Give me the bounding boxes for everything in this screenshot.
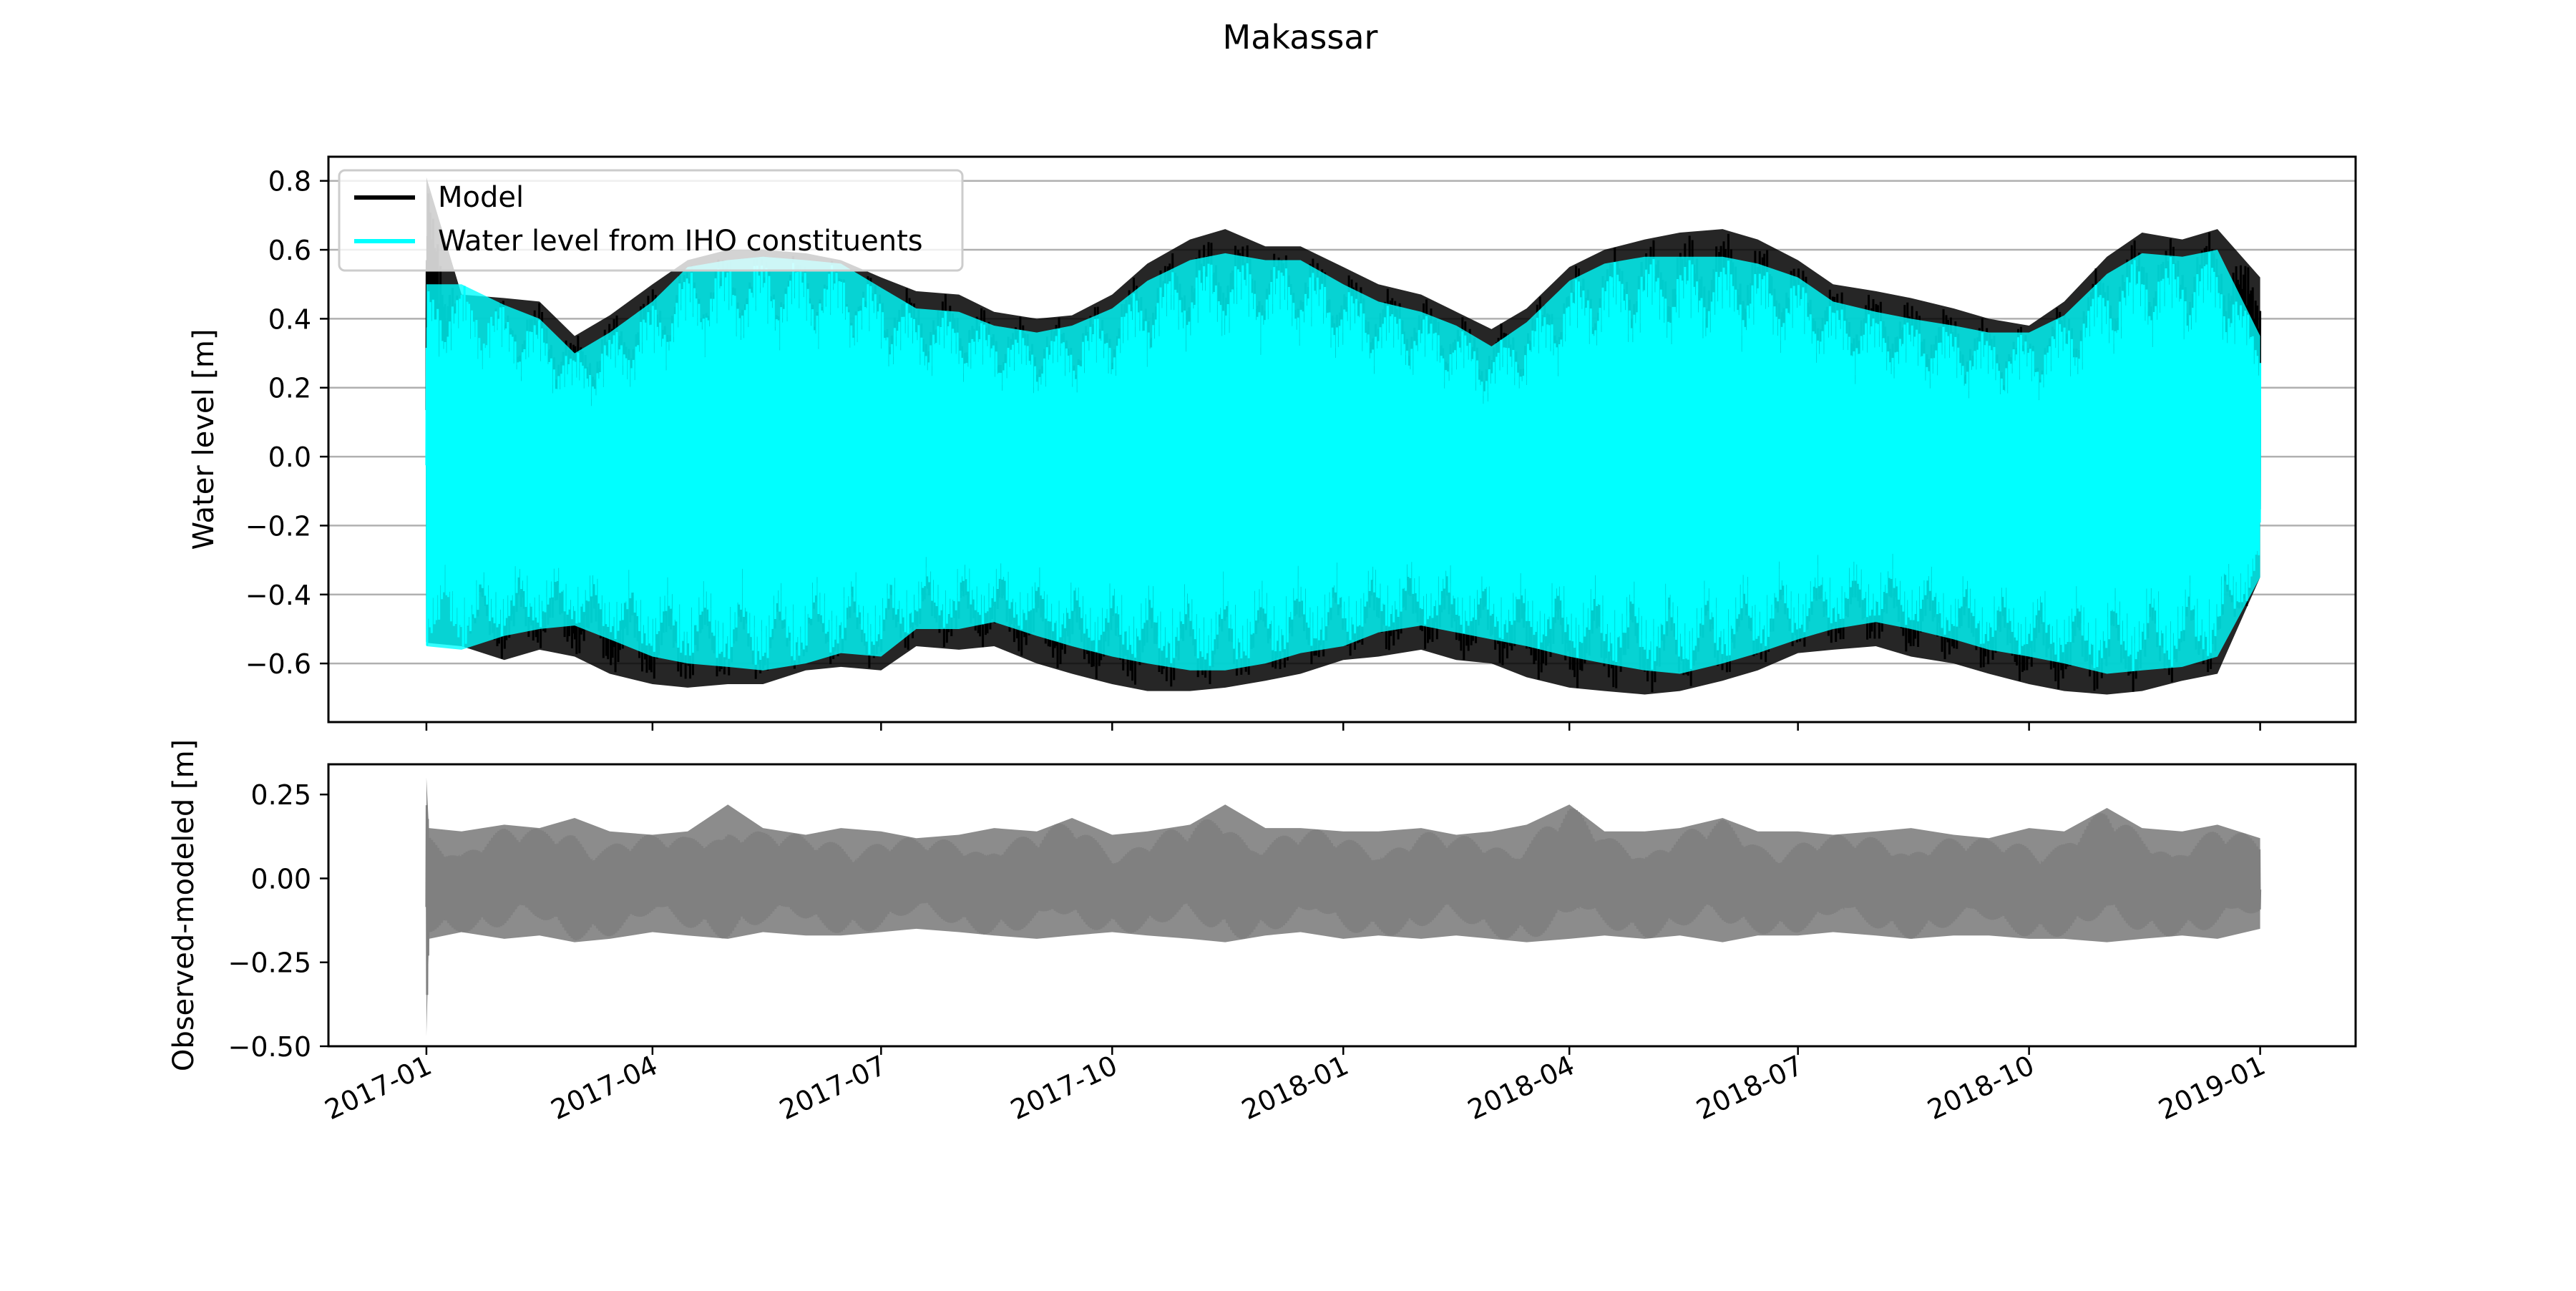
bottom-y-tick-label: 0.00 bbox=[250, 863, 311, 895]
top-y-tick-label: −0.4 bbox=[245, 580, 311, 611]
bottom-y-tick-label: −0.25 bbox=[228, 947, 311, 979]
bottom-y-axis-label: Observed-modeled [m] bbox=[167, 739, 200, 1071]
legend-label-model: Model bbox=[438, 181, 524, 214]
top-y-tick-label: 0.4 bbox=[268, 303, 311, 335]
top-y-tick-label: 0.6 bbox=[268, 235, 311, 266]
legend-label-iho: Water level from IHO constituents bbox=[438, 225, 923, 258]
top-y-tick-label: −0.6 bbox=[245, 648, 311, 680]
chart-title: Makassar bbox=[1223, 18, 1378, 57]
legend: Model Water level from IHO constituents bbox=[339, 170, 962, 271]
top-y-axis-label: Water level [m] bbox=[187, 329, 220, 550]
bottom-y-tick-label: −0.50 bbox=[228, 1031, 311, 1063]
top-y-tick-label: 0.2 bbox=[268, 373, 311, 404]
top-y-tick-label: −0.2 bbox=[245, 510, 311, 542]
top-y-tick-label: 0.0 bbox=[268, 442, 311, 473]
bottom-y-tick-label: 0.25 bbox=[250, 779, 311, 811]
top-y-tick-label: 0.8 bbox=[268, 166, 311, 198]
